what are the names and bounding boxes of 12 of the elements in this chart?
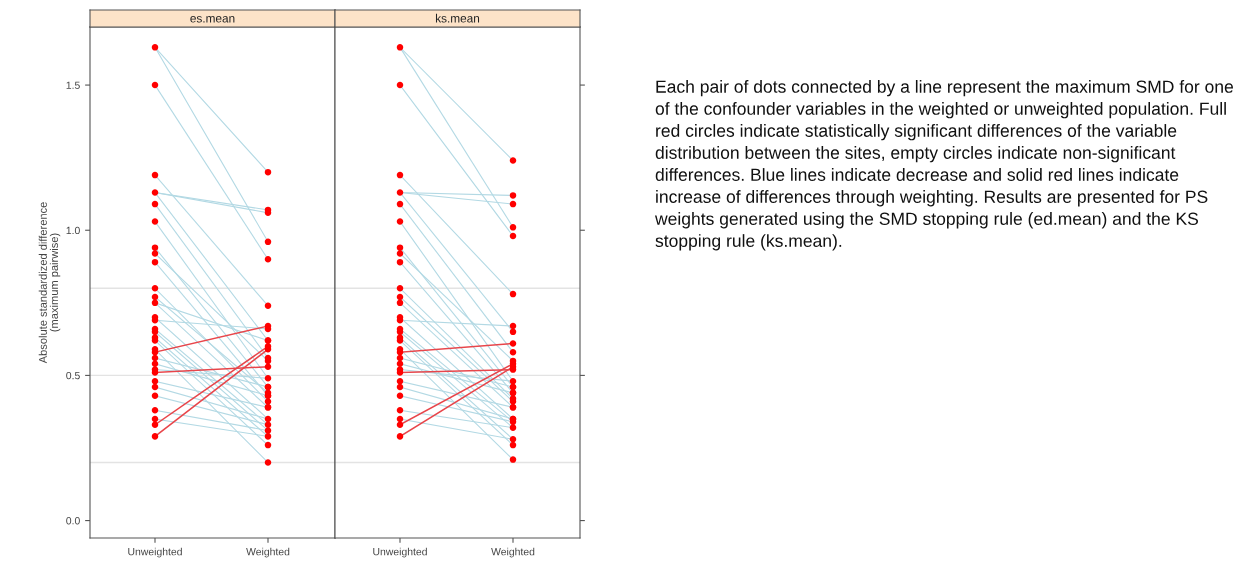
y-axis-title: Absolute standardized difference (maximum pairwise) — [38, 202, 61, 364]
y-tick-label: 0.5 — [66, 371, 80, 380]
y-tick-label: 1.0 — [66, 226, 80, 235]
x-tick-label: Weighted — [491, 547, 535, 558]
y-tick-label: 0.0 — [66, 517, 80, 525]
chart-title: ks.mean — [435, 13, 480, 23]
y-tick-label: 1.5 — [66, 81, 80, 89]
x-tick-label: Unweighted — [128, 547, 182, 558]
x-tick-label: Weighted — [246, 547, 290, 558]
x-tick-label: Unweighted — [373, 547, 427, 558]
text: Each pair of dots connected by a line represent the maximum SMD for one of the confounder variables in the weighted or unweighted population. Full red circles indicate statistically significant differences of the variable distribution between the sites, empty circles indicate non-significant differences. Blue lines indicate decrease and solid red lines indicate increase of differences through weighting. Results are presented for PS weights generated using the SMD stopping rule (ed.mean) and the KS stopping rule (ks.mean). — [654, 80, 1233, 251]
chart-title: es.mean — [190, 16, 235, 23]
